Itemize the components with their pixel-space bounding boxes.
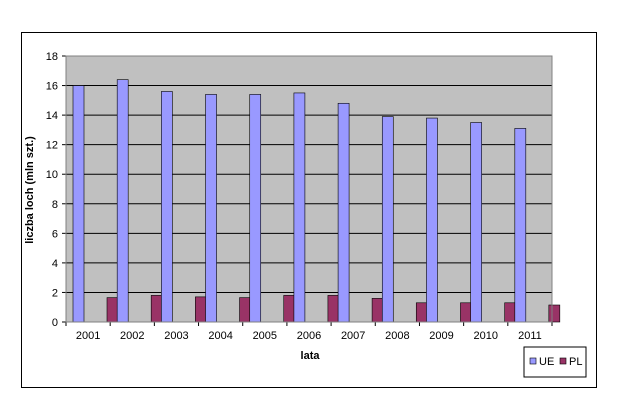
bar-pl-2011 (548, 304, 561, 323)
bar-pl-2002 (150, 295, 163, 323)
bar-ue-2001 (72, 85, 85, 323)
bar-ue-2004 (205, 94, 217, 323)
x-tick-label: 2010 (473, 330, 497, 342)
x-axis-title: lata (301, 350, 321, 362)
legend-swatch-ue (529, 357, 537, 365)
bars (72, 79, 561, 323)
legend-label-ue: UE (539, 356, 554, 368)
legend-label-pl: PL (569, 356, 582, 368)
y-tick-labels: 0 2 4 6 8 10 12 14 16 18 (46, 51, 58, 329)
bar-ue-2005 (249, 94, 262, 323)
x-tick-labels: 2001 2002 2003 2004 2005 2006 2007 2008 2009 2010… (76, 330, 542, 342)
y-tick-label: 16 (46, 81, 58, 93)
plot-border (65, 55, 553, 323)
x-tick-label: 2001 (76, 330, 100, 342)
y-tick-label: 0 (52, 317, 58, 329)
x-tick-label: 2009 (429, 330, 453, 342)
bar-pl-2005 (283, 295, 296, 323)
bar-ue-2008 (381, 116, 394, 323)
y-tick-label: 4 (52, 258, 58, 270)
bar-ue-2007 (337, 102, 350, 323)
legend-swatch-pl (559, 357, 567, 365)
y-tick-label: 14 (46, 110, 58, 122)
x-tick-label: 2004 (208, 330, 232, 342)
bar-ue-2006 (293, 92, 306, 323)
bar-ue-2009 (426, 117, 438, 323)
x-tick-label: 2005 (253, 330, 277, 342)
bar-ue-2002 (116, 79, 129, 323)
legend: UE PL (523, 346, 587, 378)
y-tick-label: 2 (52, 287, 58, 299)
bar-pl-2001 (106, 297, 119, 323)
x-tick-label: 2006 (297, 330, 321, 342)
bar-pl-2006 (327, 295, 340, 323)
x-tick-label: 2003 (164, 330, 188, 342)
bar-pl-2007 (371, 298, 384, 323)
y-tick-label: 18 (46, 51, 58, 63)
bar-ue-2003 (161, 91, 173, 323)
bar-pl-2003 (195, 296, 207, 323)
x-tick-label: 2011 (518, 330, 542, 342)
x-tick-label: 2007 (341, 330, 365, 342)
bar-pl-2010 (504, 302, 516, 323)
bar-ue-2011 (514, 128, 527, 323)
bar-ue-2010 (470, 122, 482, 323)
bar-pl-2008 (415, 302, 428, 323)
bar-pl-2004 (239, 297, 251, 323)
x-tick-label: 2002 (120, 330, 144, 342)
y-tick-label: 10 (46, 169, 58, 181)
axes (62, 55, 553, 326)
x-tick-label: 2008 (385, 330, 409, 342)
y-tick-label: 6 (52, 228, 58, 240)
y-tick-label: 8 (52, 199, 58, 211)
y-tick-label: 12 (46, 140, 58, 152)
y-axis-title: liczba loch (mln szt.) (24, 136, 36, 244)
bar-pl-2009 (460, 302, 472, 323)
